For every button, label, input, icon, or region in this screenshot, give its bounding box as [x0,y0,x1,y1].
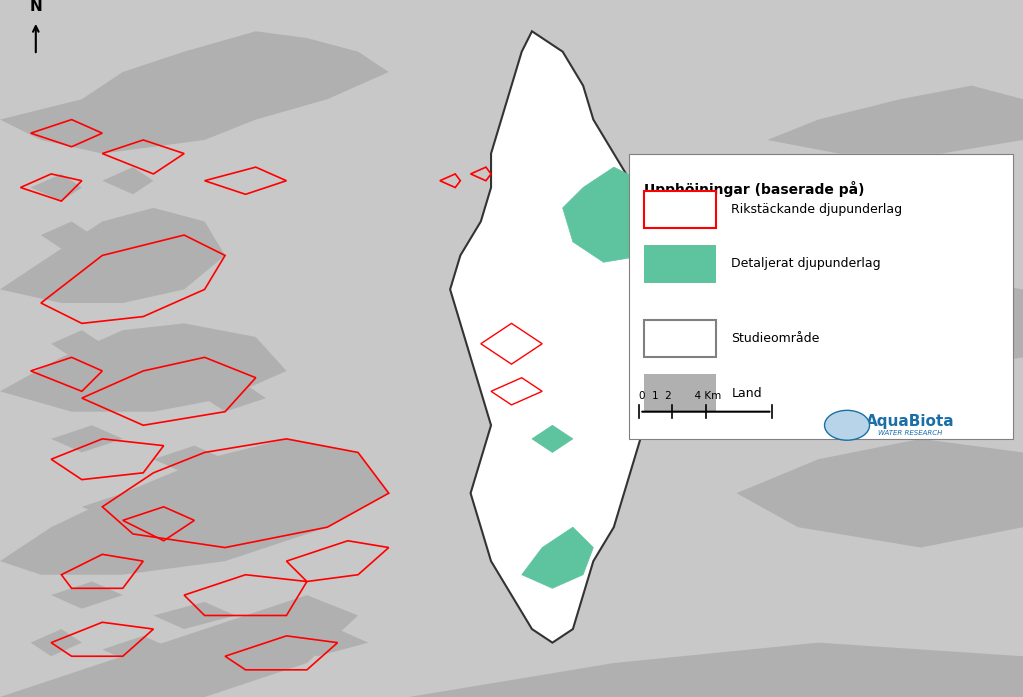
Circle shape [825,411,870,441]
Bar [644,320,716,358]
Bar [644,191,716,229]
Bar [644,374,716,412]
FancyBboxPatch shape [629,153,1013,439]
Polygon shape [532,425,573,452]
Text: Rikstäckande djupunderlag: Rikstäckande djupunderlag [731,203,902,216]
Bar [644,245,716,282]
Text: N: N [30,0,42,14]
Polygon shape [522,527,593,588]
Text: Upphöjningar (baserade på): Upphöjningar (baserade på) [644,181,865,197]
Text: Detaljerat djupunderlag: Detaljerat djupunderlag [731,257,881,270]
Text: WATER RESEARCH: WATER RESEARCH [879,431,942,436]
Text: Studieområde: Studieområde [731,332,819,345]
Text: Land: Land [731,387,762,399]
Polygon shape [563,167,665,262]
Text: 0  1  2       4 Km: 0 1 2 4 Km [639,392,721,401]
Text: AquaBiota: AquaBiota [866,415,954,429]
Polygon shape [450,31,798,643]
